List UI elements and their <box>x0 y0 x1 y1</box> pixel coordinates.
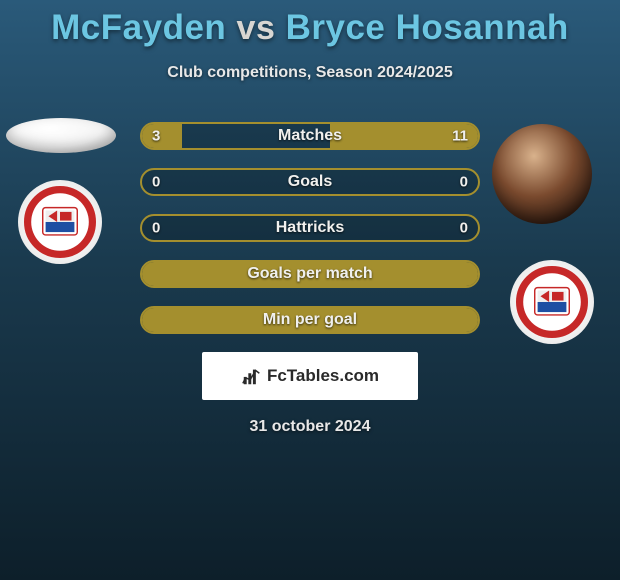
attribution-text: FcTables.com <box>267 366 379 386</box>
stat-value-left: 0 <box>152 174 160 191</box>
attribution-badge: FcTables.com <box>202 352 418 400</box>
stat-label: Goals <box>288 173 332 191</box>
stat-fill-left <box>142 124 182 148</box>
stat-row: 0 0 Goals <box>140 168 480 196</box>
stat-row: Min per goal <box>140 306 480 334</box>
stat-row: 0 0 Hattricks <box>140 214 480 242</box>
stat-row: 3 11 Matches <box>140 122 480 150</box>
stat-value-right: 0 <box>460 220 468 237</box>
date-text: 31 october 2024 <box>0 418 620 436</box>
stat-label: Hattricks <box>276 219 344 237</box>
stat-value-left: 3 <box>152 128 160 145</box>
stat-row: Goals per match <box>140 260 480 288</box>
stat-value-right: 11 <box>452 128 468 145</box>
stat-label: Matches <box>278 127 342 145</box>
comparison-title: McFayden vs Bryce Hosannah <box>0 0 620 48</box>
player1-name: McFayden <box>51 8 226 47</box>
stat-value-left: 0 <box>152 220 160 237</box>
stat-label: Goals per match <box>247 265 372 283</box>
stat-label: Min per goal <box>263 311 357 329</box>
stat-value-right: 0 <box>460 174 468 191</box>
subtitle: Club competitions, Season 2024/2025 <box>0 64 620 82</box>
player2-name: Bryce Hosannah <box>286 8 569 47</box>
vs-text: vs <box>237 9 276 47</box>
stats-container: 3 11 Matches 0 0 Goals 0 0 Hattricks Goals per ma… <box>0 122 620 334</box>
bar-chart-icon <box>241 365 263 387</box>
